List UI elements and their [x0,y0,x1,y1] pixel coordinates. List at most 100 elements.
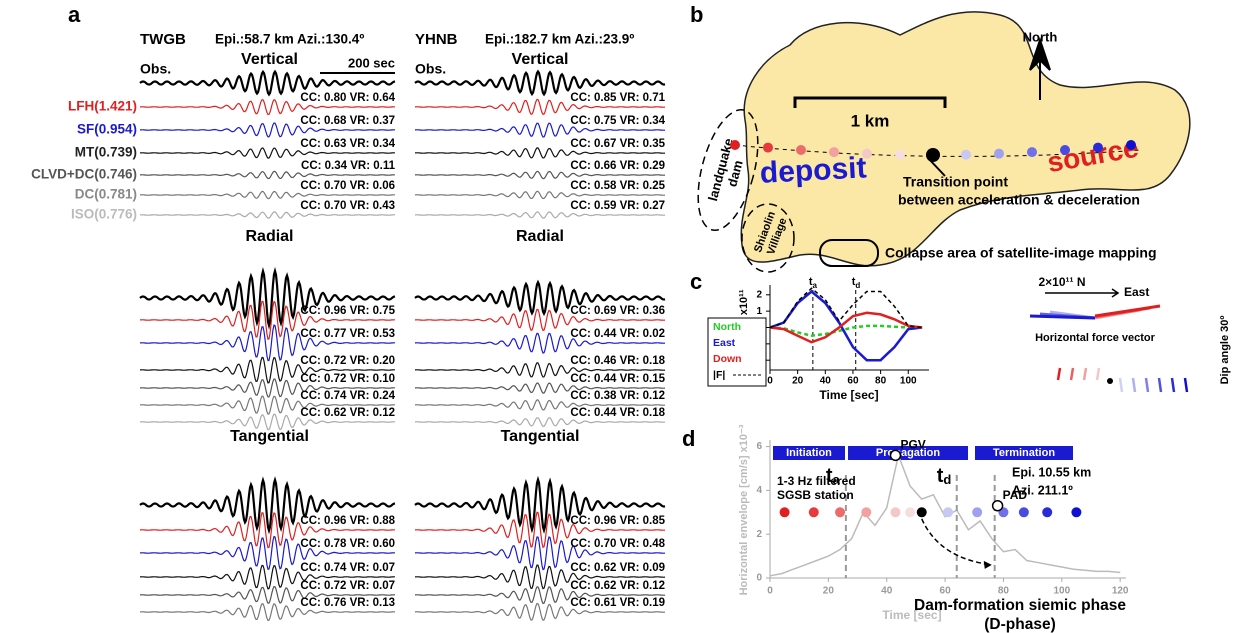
waveform [415,98,666,115]
model-label: MT(0.739) [75,145,137,160]
track-point [890,507,901,518]
waveform [140,211,395,219]
track-point [1126,140,1136,150]
track-point [943,507,953,518]
dip-arrow [1144,377,1150,393]
panel-label: b [690,2,703,27]
x-axis-label: Time [sec] [819,388,878,402]
x-tick-label: 80 [875,376,887,387]
fit-label: CC: 0.59 VR: 0.27 [570,200,665,212]
waveform [140,324,395,362]
fit-label: CC: 0.70 VR: 0.43 [300,200,395,212]
phase-name: (D-phase) [984,616,1055,633]
dip-center [1107,378,1113,384]
arrow-head [983,560,992,569]
scale-label: 200 sec [348,55,395,70]
fit-label: CC: 0.34 VR: 0.11 [301,160,396,172]
component-title: Vertical [241,51,298,68]
annotation-label-main: t [852,276,856,288]
legend-label: East [713,337,736,349]
station-info: Azi. 211.1º [1012,483,1073,497]
station-name: YHNB [415,31,458,48]
x-tick-label: 100 [1053,586,1070,597]
track-point [796,145,806,155]
component-title: Radial [516,228,564,245]
waveform [139,476,396,535]
dip-arrow [1170,377,1176,393]
model-label: ISO(0.776) [71,207,137,222]
collapse-label: Collapse area of satellite-image mapping [885,245,1157,261]
x-tick-label: 80 [998,586,1010,597]
north-arrow [1029,36,1051,100]
track-point [779,507,790,518]
village-outline [741,203,795,273]
x-tick-label: 120 [1112,586,1129,597]
track-point [808,507,819,518]
fit-label: CC: 0.44 VR: 0.18 [570,407,665,419]
x-tick-label: 40 [881,586,893,597]
station-name: TWGB [140,31,186,48]
peak-marker [889,449,902,462]
waveform [415,536,666,571]
transition-label: Transition point [903,174,1008,190]
waveform [140,300,395,341]
y-tick-label: 2 [756,529,762,540]
x-tick-label: 0 [767,586,773,597]
x-tick-label: 0 [767,376,773,387]
vector-scale: 2×10¹¹ N [1038,275,1085,289]
y-tick-label: 4 [756,485,762,496]
track-point [1093,142,1103,153]
component-title: Vertical [512,51,569,68]
fit-label: CC: 0.78 VR: 0.60 [300,538,395,550]
fit-label: CC: 0.72 VR: 0.07 [300,580,395,592]
force-arrow [1029,314,1096,320]
y-tick-label: 0 [756,573,762,584]
track-point [861,507,872,518]
north-label: North [1023,29,1058,44]
waveform [415,190,666,200]
dip-arrow [1069,367,1075,381]
track-point [829,147,839,158]
track-point [926,148,940,162]
legend-box [707,317,767,387]
fit-label: CC: 0.96 VR: 0.85 [570,515,665,527]
peak-label: PAD [1003,488,1028,502]
waveform [140,170,395,180]
collapse-legend-box [819,239,879,267]
scale-arrow [1045,288,1120,298]
station-info: Epi.:182.7 km Azi.:23.9º [485,32,634,47]
panel-label: a [68,2,81,27]
waveform [140,378,395,398]
series-line [769,324,923,337]
y-axis-label: Horizontal envelope [cm/s] x10⁻³ [738,424,750,595]
waveform [415,382,666,394]
waveform [415,362,666,378]
waveform [140,147,395,159]
waveform [140,356,395,384]
scale-label: 1 km [851,111,890,130]
waveform [415,332,666,354]
fit-label: CC: 0.72 VR: 0.10 [300,373,395,385]
waveform [140,190,395,200]
x-tick-label: 40 [820,376,832,387]
track-point [905,507,916,518]
model-label: CLVD+DC(0.746) [31,167,137,182]
fit-label: CC: 0.63 VR: 0.34 [300,138,395,150]
fit-label: CC: 0.80 VR: 0.64 [300,92,395,104]
track-point [1060,145,1070,155]
track-point [994,148,1004,159]
dam-outline [697,108,759,232]
phase-box [848,446,968,460]
envelope-line [769,452,1121,577]
fit-label: CC: 0.66 VR: 0.29 [570,160,665,172]
annotation-label: td [852,276,861,290]
fit-label: CC: 0.62 VR: 0.12 [570,580,665,592]
y-tick-label: 6 [756,441,762,452]
waveform [415,308,666,332]
transition-label: between acceleration & deceleration [898,192,1140,208]
component-title: Tangential [501,428,580,445]
dip-label: Dip angle 30º [1219,316,1231,385]
waveform [140,122,395,138]
annotation-label-main: t [809,276,813,288]
